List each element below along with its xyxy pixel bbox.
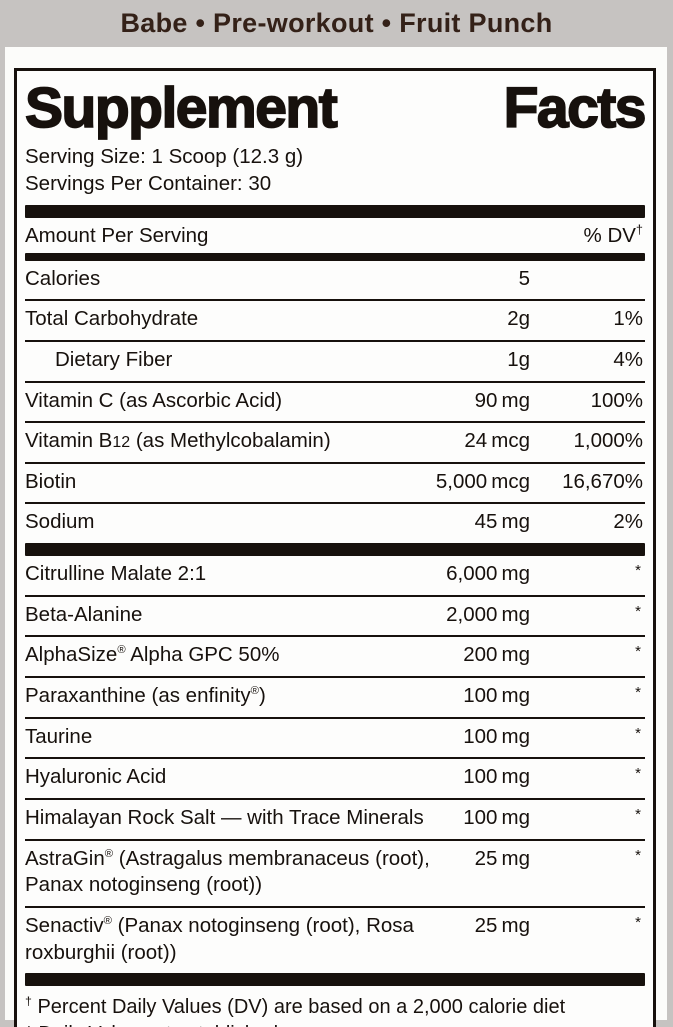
ingredient-dv: * (635, 846, 641, 864)
footnotes: † Percent Daily Values (DV) are based on… (25, 986, 645, 1027)
ingredient-dv: * (635, 643, 641, 661)
nutrient-row: Biotin 5,000 mcg 16,670% (25, 461, 645, 503)
active-ingredient-row: Paraxanthine (as enfinity®) 100 mg * (25, 676, 645, 717)
ingredient-name: Vitamin B12 (as Methylcobalamin) (25, 429, 331, 453)
ingredient-name: Dietary Fiber (55, 347, 173, 371)
ingredient-dv: * (635, 805, 641, 823)
ingredient-amount: 2g (507, 307, 530, 331)
footnote-line: † Percent Daily Values (DV) are based on… (25, 994, 566, 1019)
ingredient-name: Biotin (25, 469, 77, 493)
servings-per-container: Servings Per Container: 30 (25, 172, 272, 196)
active-ingredient-row: AstraGin® (Astragalus membranaceus (root… (25, 838, 645, 906)
divider-thick-top (25, 204, 645, 218)
ingredient-name: Citrulline Malate 2:1 (25, 562, 207, 586)
ingredient-name: Sodium (25, 510, 95, 534)
active-ingredient-row: Himalayan Rock Salt — with Trace Mineral… (25, 797, 645, 839)
active-ingredient-row: Citrulline Malate 2:1 6,000 mg * (25, 556, 645, 595)
ingredient-name: Taurine (25, 724, 93, 748)
percent-dv-header: % DV† (583, 221, 643, 247)
ingredient-amount: 100 mg (463, 765, 530, 789)
ingredient-dv: * (635, 913, 641, 931)
ingredient-amount: 25 mg (474, 846, 530, 870)
footnote-line: * Daily Value not established (25, 1021, 645, 1027)
nutrient-row: Total Carbohydrate 2g 1% (25, 299, 645, 340)
ingredient-amount: 25 mg (474, 913, 530, 937)
ingredient-name: Paraxanthine (as enfinity®) (25, 684, 266, 708)
supplement-facts-panel: Supplement Facts Serving Size: 1 Scoop (… (14, 68, 656, 1027)
ingredient-name: Senactiv® (Panax notoginseng (root), Ros… (25, 913, 414, 964)
ingredient-name: Himalayan Rock Salt — with Trace Mineral… (25, 805, 424, 829)
ingredient-amount: 1g (507, 347, 530, 371)
ingredient-dv: 4% (613, 347, 643, 371)
ingredient-dv: 16,670% (562, 469, 643, 493)
actives-table: Citrulline Malate 2:1 6,000 mg * Beta-Alani… (25, 556, 645, 973)
ingredient-dv: * (635, 765, 641, 783)
product-header-band: Babe • Pre-workout • Fruit Punch (0, 0, 673, 47)
ingredient-name: AstraGin® (Astragalus membranaceus (root… (25, 846, 430, 897)
divider-thick-middle (25, 543, 645, 557)
ingredient-dv: 2% (613, 510, 643, 534)
ingredient-dv: * (635, 602, 641, 620)
nutrient-row: Vitamin C (as Ascorbic Acid) 90 mg 100% (25, 380, 645, 422)
serving-size: Serving Size: 1 Scoop (12.3 g) (25, 145, 304, 169)
ingredient-amount: 100 mg (463, 805, 530, 829)
ingredient-name: Vitamin C (as Ascorbic Acid) (25, 388, 283, 412)
ingredient-amount: 200 mg (463, 643, 530, 667)
ingredient-amount: 90 mg (474, 388, 530, 412)
ingredient-dv: * (635, 562, 641, 580)
active-ingredient-row: Beta-Alanine 2,000 mg * (25, 594, 645, 636)
active-ingredient-row: AlphaSize® Alpha GPC 50% 200 mg * (25, 635, 645, 676)
ingredient-name: Beta-Alanine (25, 602, 143, 626)
nutrient-row: Vitamin B12 (as Methylcobalamin) 24 mcg 1,… (25, 421, 645, 462)
ingredient-dv: 1,000% (573, 429, 643, 453)
ingredient-dv: * (635, 724, 641, 742)
divider-thick-bottom (25, 973, 645, 987)
panel-title: Supplement Facts (24, 76, 647, 140)
column-header-row: Amount Per Serving % DV† (25, 218, 645, 253)
nutrient-row: Sodium 45 mg 2% (25, 502, 645, 543)
ingredient-amount: 100 mg (463, 724, 530, 748)
ingredient-name: Hyaluronic Acid (25, 765, 167, 789)
ingredient-amount: 2,000 mg (446, 602, 530, 626)
active-ingredient-row: Hyaluronic Acid 100 mg * (25, 757, 645, 798)
ingredient-amount: 5 (518, 266, 530, 290)
ingredient-name: Calories (25, 266, 101, 290)
divider-medium (25, 252, 645, 261)
ingredient-amount: 5,000 mcg (435, 469, 530, 493)
product-title: Babe • Pre-workout • Fruit Punch (120, 8, 553, 38)
ingredient-amount: 6,000 mg (446, 562, 530, 586)
nutrients-table: Calories 5 Total Carbohydrate 2g 1% Dietary F… (25, 261, 645, 543)
active-ingredient-row: Senactiv® (Panax notoginseng (root), Ros… (25, 905, 645, 973)
ingredient-amount: 24 mcg (464, 429, 530, 453)
ingredient-amount: 45 mg (474, 510, 530, 534)
ingredient-name: AlphaSize® Alpha GPC 50% (25, 643, 280, 667)
active-ingredient-row: Taurine 100 mg * (25, 716, 645, 758)
amount-per-serving-header: Amount Per Serving (25, 223, 209, 247)
ingredient-dv: 1% (613, 307, 643, 331)
ingredient-name: Total Carbohydrate (25, 307, 199, 331)
ingredient-amount: 100 mg (463, 684, 530, 708)
ingredient-dv: * (635, 684, 641, 702)
label-sheet: Supplement Facts Serving Size: 1 Scoop (… (5, 47, 667, 1027)
ingredient-dv: 100% (590, 388, 643, 412)
nutrient-row: Dietary Fiber 1g 4% (25, 339, 645, 381)
nutrient-row: Calories 5 (25, 261, 645, 300)
